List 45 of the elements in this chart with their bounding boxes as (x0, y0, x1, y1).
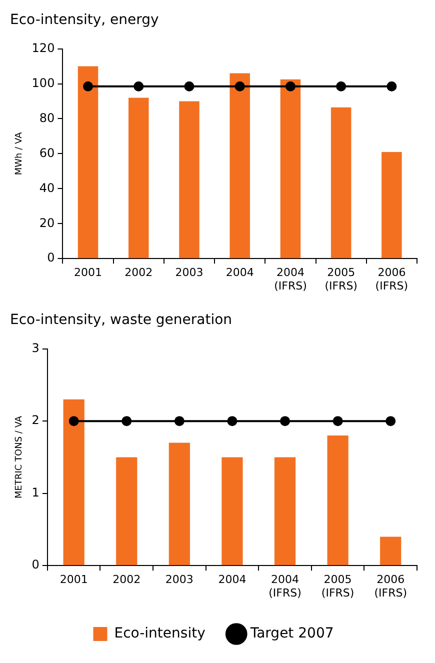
x-tick-label: 2006 (IFRS) (374, 573, 407, 600)
x-tick-label: 2003 (175, 266, 204, 280)
chart-title: Eco-intensity, waste generation (10, 312, 232, 328)
bar (168, 442, 190, 566)
chart-title: Eco-intensity, energy (10, 12, 159, 28)
y-tick-label: 0 (47, 250, 55, 265)
y-tick-label: 1 (32, 485, 40, 500)
bar (327, 436, 348, 566)
y-tick-label: 80 (39, 110, 55, 125)
x-tick-label: 2003 (165, 573, 194, 586)
bar (380, 536, 402, 566)
bar (382, 152, 402, 258)
bar (280, 79, 301, 258)
x-tick-label: 2004 (IFRS) (268, 573, 302, 600)
bar (128, 98, 149, 258)
x-tick-label: 2002 (124, 266, 153, 280)
x-tick-label: 2005 (IFRS) (321, 573, 354, 600)
bar (179, 101, 200, 258)
y-tick-label: 40 (39, 180, 55, 195)
y-tick-label: 20 (39, 216, 55, 230)
y-tick-label: 0 (32, 558, 40, 572)
bar (63, 399, 84, 566)
x-tick-label: 2006 (IFRS) (375, 266, 408, 292)
y-tick-label: 120 (32, 40, 55, 55)
y-axis-title: METRIC TONS / VA (14, 415, 25, 498)
y-tick-label: 60 (39, 146, 55, 160)
bar (222, 457, 243, 566)
bar (78, 66, 98, 258)
x-tick-label: 2001 (60, 573, 88, 586)
x-tick-label: 2001 (74, 266, 102, 280)
x-tick-label: 2002 (112, 573, 141, 586)
y-tick-label: 3 (32, 340, 40, 355)
x-tick-label: 2004 (218, 573, 246, 586)
x-tick-label: 2004 (226, 266, 254, 280)
x-tick-label: 2004 (IFRS) (274, 266, 307, 292)
legend-label: Target 2007 (249, 626, 334, 642)
legend-label: Eco-intensity (114, 626, 206, 642)
bar (116, 457, 138, 566)
y-axis-title: MWh / VA (14, 131, 25, 176)
y-tick-label: 2 (32, 413, 40, 428)
bar (230, 73, 250, 258)
y-tick-label: 100 (32, 76, 55, 90)
bar (274, 457, 296, 566)
bar (330, 107, 352, 258)
x-tick-label: 2005 (IFRS) (324, 266, 358, 292)
